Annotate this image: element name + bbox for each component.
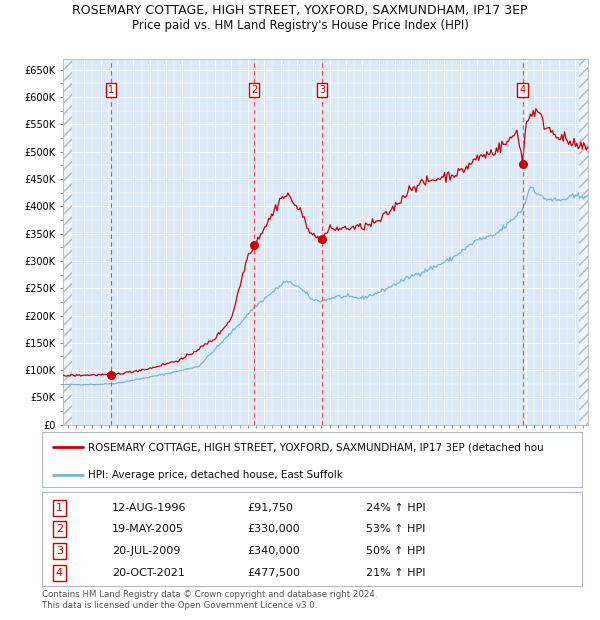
Text: ROSEMARY COTTAGE, HIGH STREET, YOXFORD, SAXMUNDHAM, IP17 3EP (detached hou: ROSEMARY COTTAGE, HIGH STREET, YOXFORD, … bbox=[88, 443, 544, 453]
Text: 3: 3 bbox=[56, 546, 63, 556]
Text: HPI: Average price, detached house, East Suffolk: HPI: Average price, detached house, East… bbox=[88, 470, 343, 480]
Text: ROSEMARY COTTAGE, HIGH STREET, YOXFORD, SAXMUNDHAM, IP17 3EP: ROSEMARY COTTAGE, HIGH STREET, YOXFORD, … bbox=[72, 4, 528, 17]
Text: 53% ↑ HPI: 53% ↑ HPI bbox=[366, 525, 425, 534]
Text: 12-AUG-1996: 12-AUG-1996 bbox=[112, 503, 187, 513]
Text: £330,000: £330,000 bbox=[247, 525, 300, 534]
Text: 19-MAY-2005: 19-MAY-2005 bbox=[112, 525, 184, 534]
Text: 24% ↑ HPI: 24% ↑ HPI bbox=[366, 503, 425, 513]
Text: 3: 3 bbox=[319, 85, 325, 95]
Text: £340,000: £340,000 bbox=[247, 546, 300, 556]
Text: £91,750: £91,750 bbox=[247, 503, 293, 513]
Text: Price paid vs. HM Land Registry's House Price Index (HPI): Price paid vs. HM Land Registry's House … bbox=[131, 19, 469, 32]
Text: £477,500: £477,500 bbox=[247, 568, 300, 578]
Text: 20-OCT-2021: 20-OCT-2021 bbox=[112, 568, 185, 578]
Text: 20-JUL-2009: 20-JUL-2009 bbox=[112, 546, 181, 556]
Text: 2: 2 bbox=[56, 525, 63, 534]
Text: This data is licensed under the Open Government Licence v3.0.: This data is licensed under the Open Gov… bbox=[42, 601, 317, 611]
Text: 2: 2 bbox=[251, 85, 257, 95]
Text: 1: 1 bbox=[56, 503, 63, 513]
Text: 50% ↑ HPI: 50% ↑ HPI bbox=[366, 546, 425, 556]
Text: 4: 4 bbox=[56, 568, 63, 578]
Text: 21% ↑ HPI: 21% ↑ HPI bbox=[366, 568, 425, 578]
Text: Contains HM Land Registry data © Crown copyright and database right 2024.: Contains HM Land Registry data © Crown c… bbox=[42, 590, 377, 600]
Text: 1: 1 bbox=[107, 85, 114, 95]
Text: 4: 4 bbox=[520, 85, 526, 95]
